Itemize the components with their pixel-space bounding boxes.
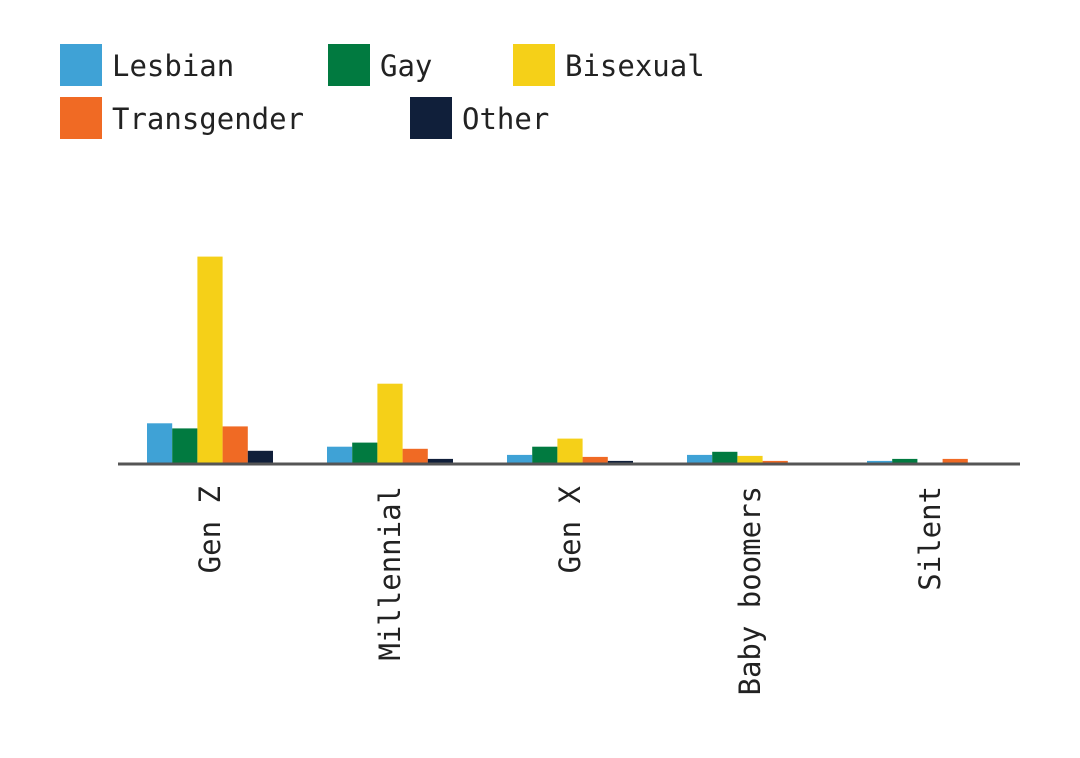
bar-silent-gay [892, 458, 918, 464]
bar-gen-x-transgender [582, 456, 608, 464]
bar-baby-boomers-gay [712, 451, 738, 464]
bar-group-gen-x [507, 438, 633, 465]
legend-label-transgender: Transgender [112, 102, 304, 136]
legend-swatch-gay [328, 44, 370, 86]
legend: Lesbian Gay Bisexual Transgender Other [60, 44, 705, 139]
x-tick-label-gen-x: Gen X [553, 485, 587, 573]
bar-gen-z-other [247, 450, 273, 464]
x-tick-label-baby-boomers: Baby boomers [733, 486, 767, 696]
legend-swatch-bisexual [513, 44, 555, 86]
bar-group-baby-boomers [687, 451, 788, 465]
legend-label-lesbian: Lesbian [112, 49, 234, 83]
legend-item-other: Other [410, 97, 549, 139]
bar-millennial-other [427, 458, 453, 464]
bar-group-silent [867, 458, 968, 464]
legend-label-other: Other [462, 102, 549, 136]
bar-gen-x-lesbian [507, 454, 533, 465]
bar-gen-z-bisexual [197, 256, 223, 464]
bar-silent-lesbian [867, 460, 893, 464]
bars [147, 256, 968, 465]
x-tick-label-gen-z: Gen Z [193, 486, 227, 573]
bar-millennial-transgender [402, 448, 428, 465]
legend-swatch-transgender [60, 97, 102, 139]
bar-group-millennial [327, 383, 453, 465]
legend-swatch-other [410, 97, 452, 139]
bar-gen-x-bisexual [557, 438, 583, 464]
x-tick-labels: Gen Z Millennial Gen X Baby boomers Silent [193, 485, 947, 695]
bar-group-gen-z [147, 256, 273, 464]
bar-baby-boomers-transgender [762, 460, 788, 464]
legend-item-lesbian: Lesbian [60, 44, 234, 86]
x-tick-label-silent: Silent [913, 486, 947, 591]
bar-gen-z-lesbian [147, 423, 173, 464]
bar-silent-transgender [942, 458, 968, 464]
bar-millennial-lesbian [327, 446, 353, 464]
bar-baby-boomers-bisexual [737, 455, 763, 464]
legend-item-gay: Gay [328, 44, 432, 86]
x-tick-label-millennial: Millennial [373, 486, 407, 661]
bar-gen-x-gay [532, 446, 558, 464]
bar-gen-x-other [607, 460, 633, 464]
legend-label-bisexual: Bisexual [565, 49, 705, 83]
bar-millennial-bisexual [377, 383, 403, 464]
legend-item-transgender: Transgender [60, 97, 304, 139]
bar-gen-z-gay [172, 428, 198, 464]
legend-item-bisexual: Bisexual [513, 44, 705, 86]
legend-swatch-lesbian [60, 44, 102, 86]
legend-label-gay: Gay [380, 49, 432, 83]
bar-baby-boomers-lesbian [687, 454, 713, 465]
bar-millennial-gay [352, 442, 378, 464]
bar-gen-z-transgender [222, 426, 248, 464]
